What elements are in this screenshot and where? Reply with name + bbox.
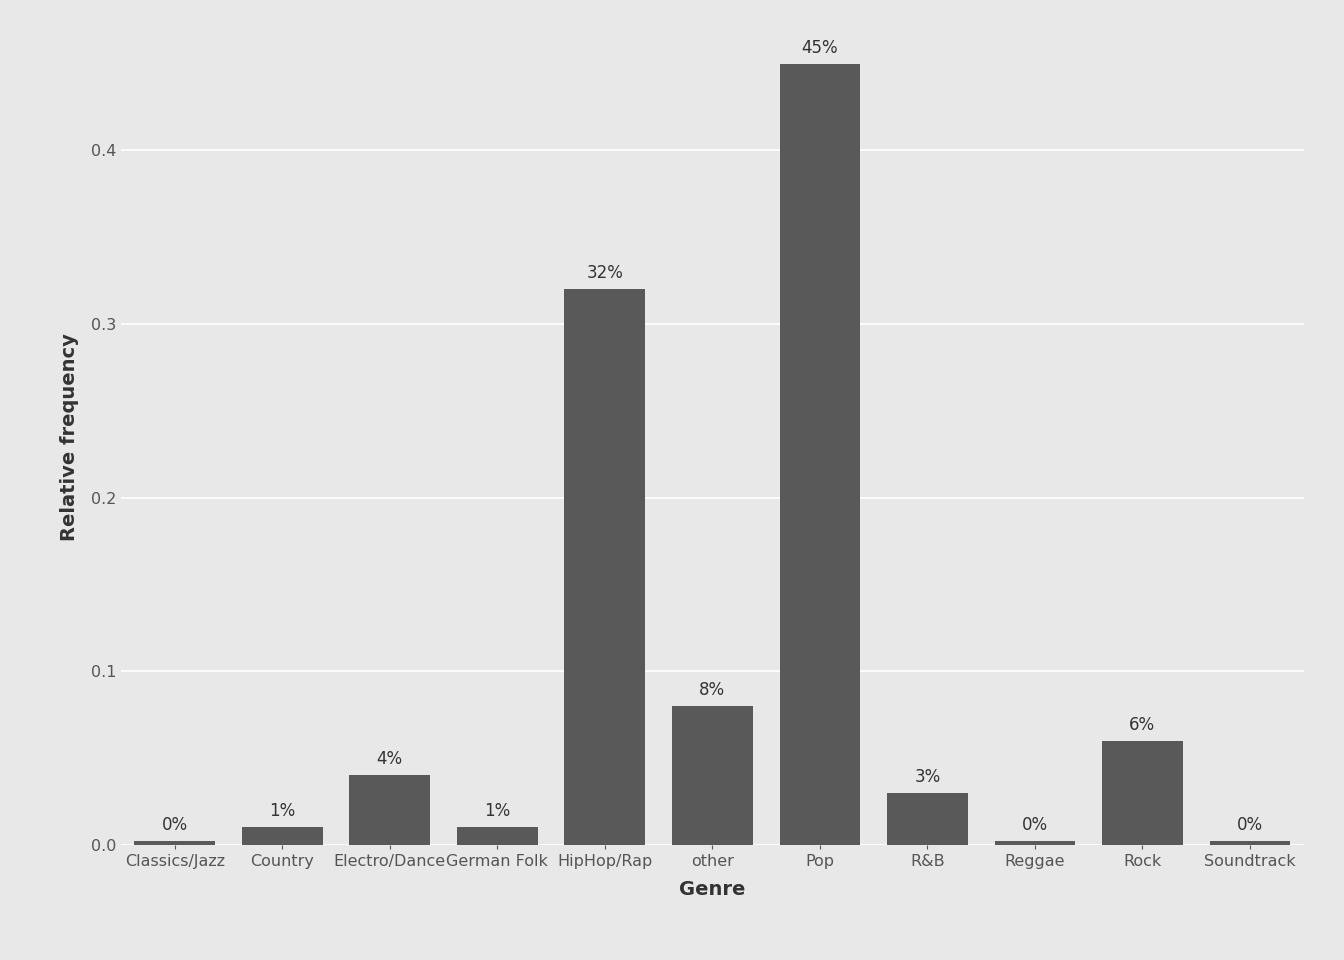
Text: 0%: 0%	[161, 816, 188, 834]
Bar	[780, 63, 860, 845]
Text: 0%: 0%	[1236, 816, 1263, 834]
Text: 6%: 6%	[1129, 716, 1156, 733]
Text: 4%: 4%	[376, 751, 403, 768]
Bar	[134, 841, 215, 845]
Bar	[995, 841, 1075, 845]
Bar	[1102, 740, 1183, 845]
Bar	[564, 289, 645, 845]
Text: 0%: 0%	[1021, 816, 1048, 834]
Text: 3%: 3%	[914, 768, 941, 786]
Bar	[887, 793, 968, 845]
Bar	[1210, 841, 1290, 845]
Text: 8%: 8%	[699, 681, 726, 699]
Text: 1%: 1%	[269, 803, 296, 821]
Bar	[672, 706, 753, 845]
Bar	[349, 776, 430, 845]
X-axis label: Genre: Genre	[679, 880, 746, 899]
Bar	[457, 828, 538, 845]
Text: 32%: 32%	[586, 264, 624, 282]
Bar	[242, 828, 323, 845]
Y-axis label: Relative frequency: Relative frequency	[60, 333, 79, 540]
Text: 1%: 1%	[484, 803, 511, 821]
Text: 45%: 45%	[801, 38, 839, 57]
